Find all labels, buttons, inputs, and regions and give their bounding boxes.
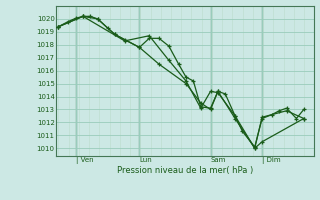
X-axis label: Pression niveau de la mer( hPa ): Pression niveau de la mer( hPa ) [117,166,253,175]
